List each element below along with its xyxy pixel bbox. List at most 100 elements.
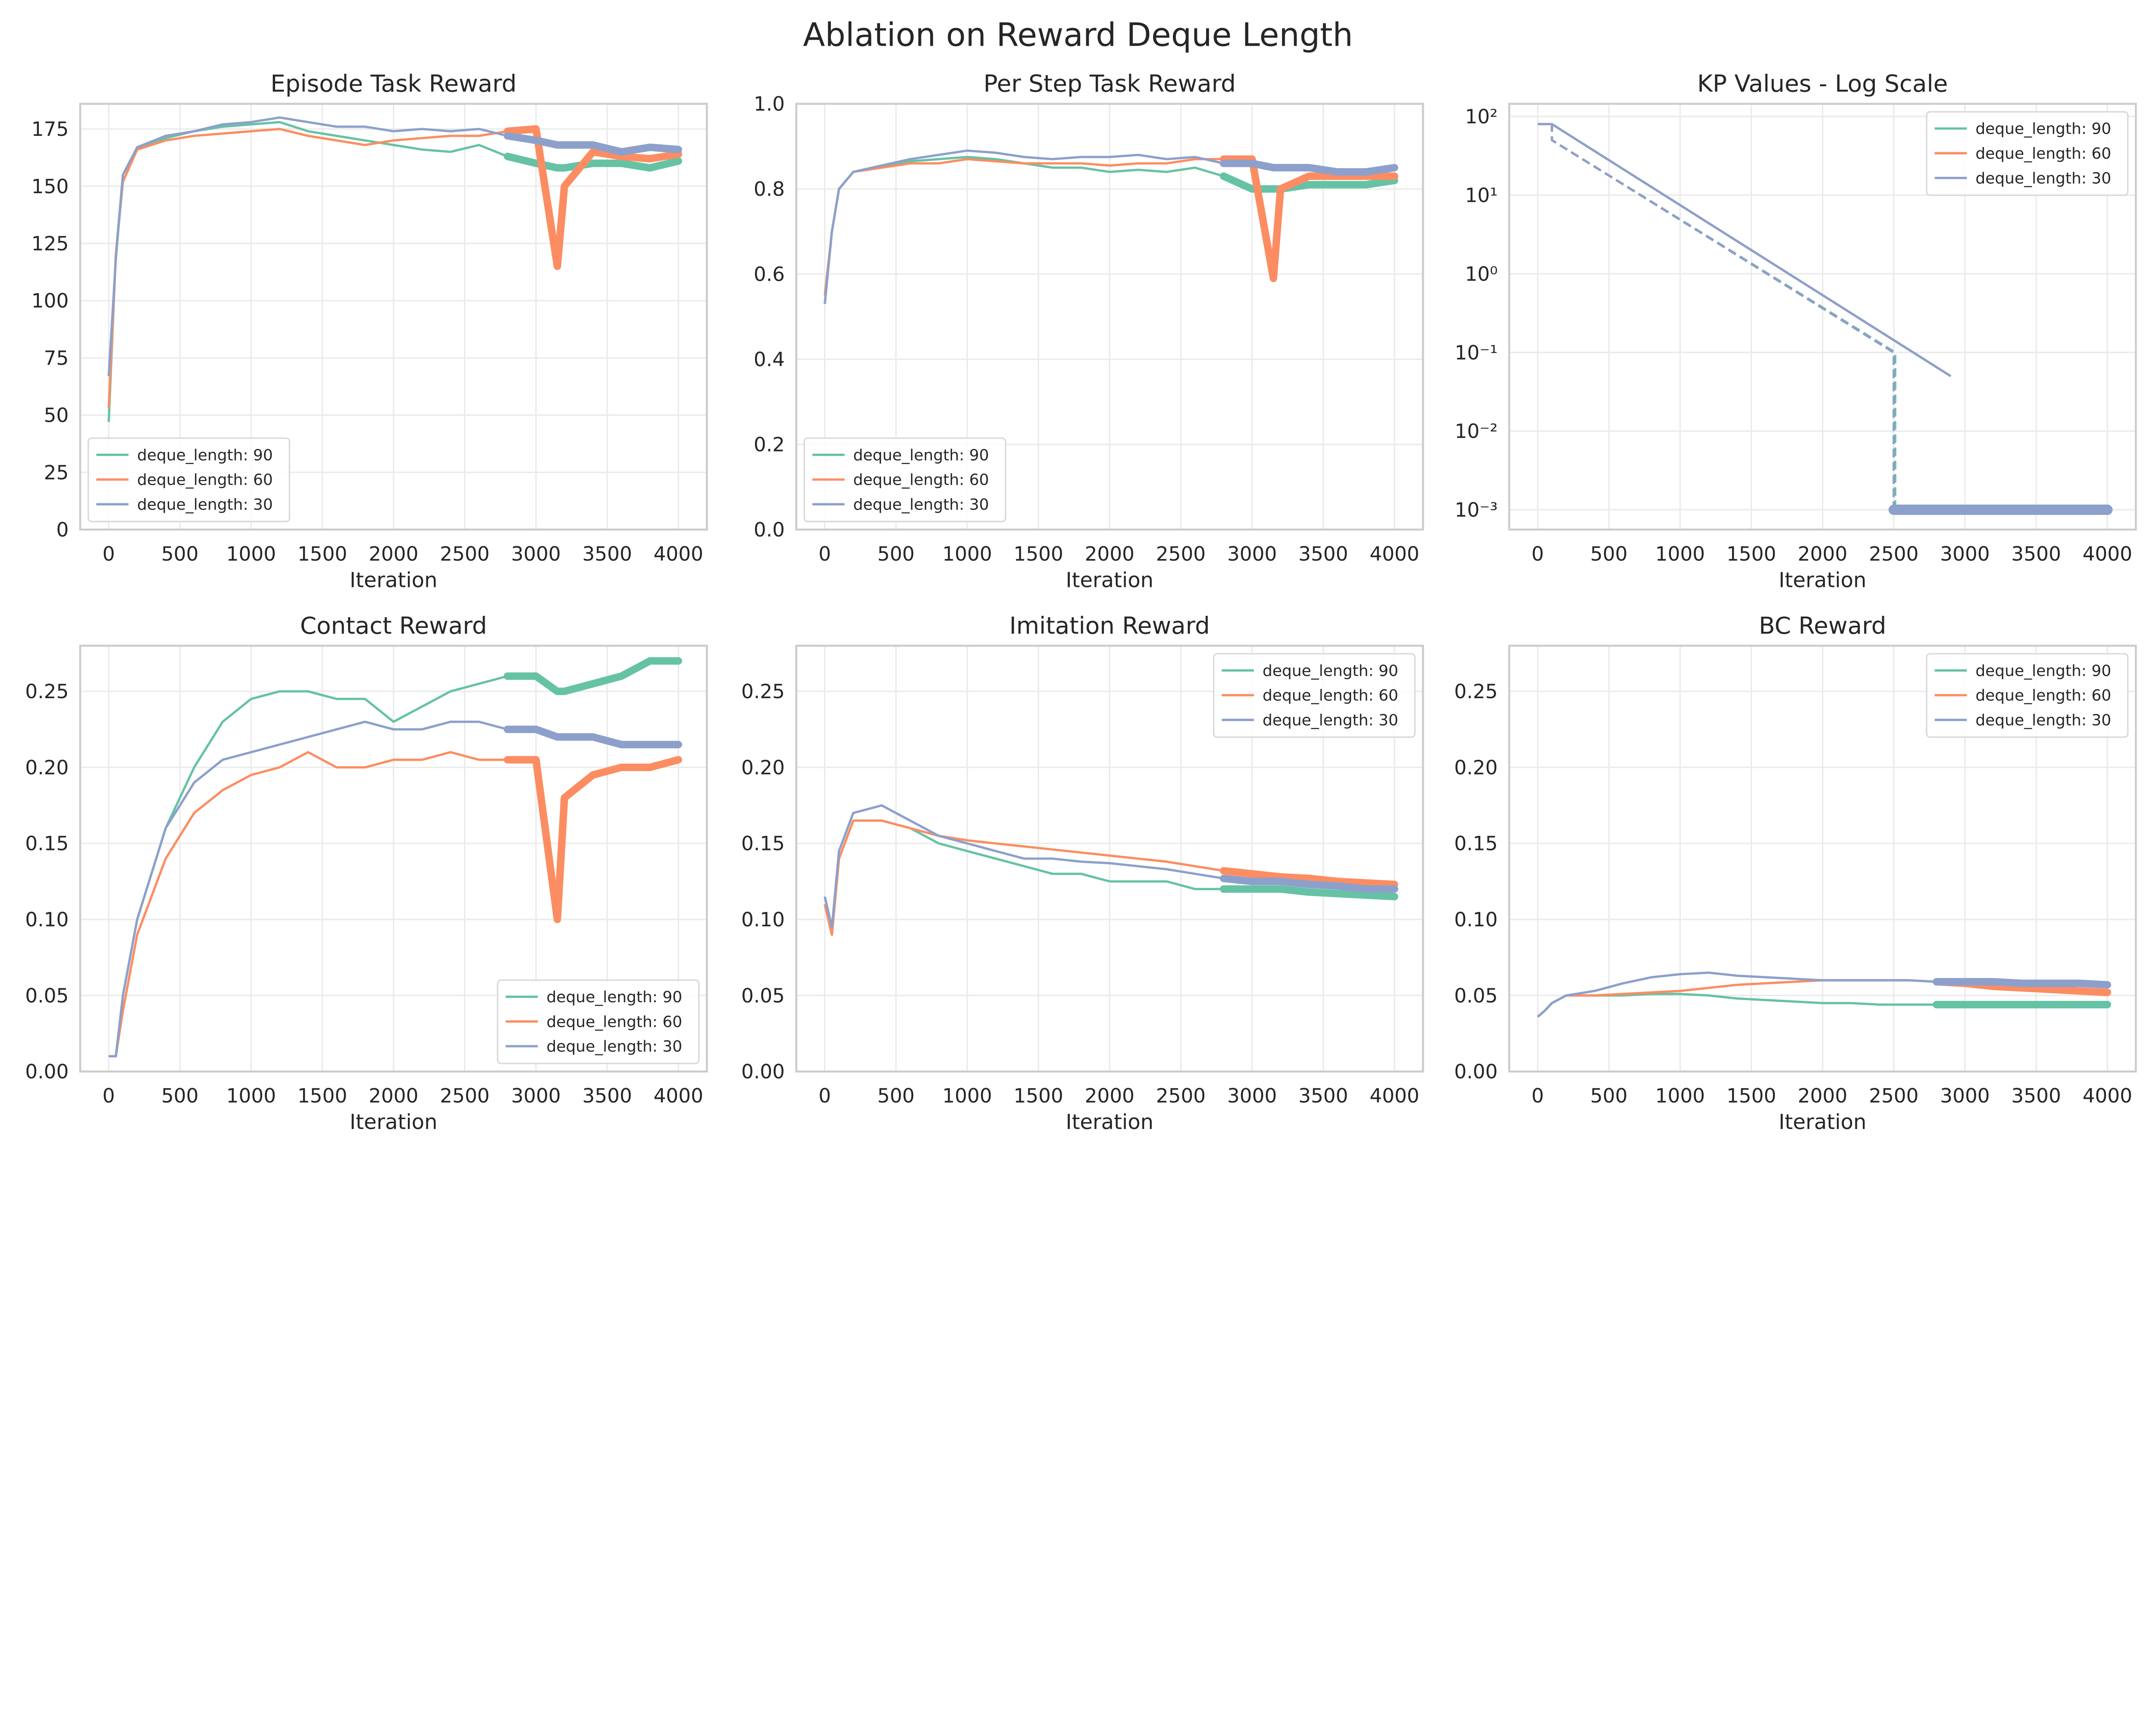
series-line-deque-length-30-late-thick xyxy=(1933,978,2111,989)
axes-frame xyxy=(1508,103,2137,531)
x-tick-label: 2500 xyxy=(1156,543,1206,565)
legend-label: deque_length: 60 xyxy=(1975,145,2111,163)
x-tick-label: 2000 xyxy=(369,543,418,565)
subplot-title: Imitation Reward xyxy=(1009,612,1210,639)
x-tick-label: 1500 xyxy=(1014,1085,1063,1107)
series-line-deque-length-60-late-thick xyxy=(1219,155,1398,282)
y-tick-label: 0.10 xyxy=(741,908,785,931)
y-tick-label: 25 xyxy=(44,461,69,484)
series-group xyxy=(107,116,682,422)
series-line-deque-length-60-late-thick xyxy=(1219,867,1398,888)
legend-label: deque_length: 90 xyxy=(137,446,273,464)
subplot-title: BC Reward xyxy=(1759,612,1887,639)
legend-frame xyxy=(1213,653,1416,738)
legend-label: deque_length: 60 xyxy=(1975,687,2111,705)
y-tick-label: 0.15 xyxy=(25,832,69,855)
legend-label: deque_length: 30 xyxy=(137,496,273,514)
subplot-imitation-reward: 0 500 1000 1500 2000 2500 3000 3500 4000 0.00 0.05… xyxy=(741,612,1424,1134)
y-tick-label: 0.6 xyxy=(754,263,785,286)
x-tick-label: 1500 xyxy=(1727,1085,1776,1107)
x-tick-label: 2500 xyxy=(440,543,489,565)
x-tick-label: 500 xyxy=(161,543,199,565)
y-tick-label: 100 xyxy=(31,289,69,312)
x-tick-label: 2500 xyxy=(1869,1085,1918,1107)
x-tick-label: 1500 xyxy=(298,1085,347,1107)
y-tick-label: 0.10 xyxy=(25,908,69,931)
x-tick-label: 500 xyxy=(1590,543,1628,565)
y-tick-label: 75 xyxy=(44,347,69,370)
legend: deque_length: 90 deque_length: 60 deque_le… xyxy=(88,437,291,522)
series-group xyxy=(824,149,1398,304)
y-tick-label: 1.0 xyxy=(754,93,785,116)
x-tick-label: 3000 xyxy=(1227,1085,1277,1107)
legend-label: deque_length: 90 xyxy=(546,988,682,1006)
x-tick-label: 2000 xyxy=(1085,543,1134,565)
y-tick-label: 0.25 xyxy=(741,680,785,703)
y-tick-label: 0.25 xyxy=(25,680,69,703)
y-tick-label: 50 xyxy=(44,404,69,427)
legend: deque_length: 90 deque_length: 60 deque_le… xyxy=(1213,653,1416,738)
series-group xyxy=(1538,123,2113,515)
legend-label: deque_length: 90 xyxy=(853,446,989,464)
x-tick-label: 4000 xyxy=(654,1085,703,1107)
subplot-title: KP Values - Log Scale xyxy=(1697,70,1948,97)
x-tick-label: 2000 xyxy=(1085,1085,1134,1107)
y-tick-label: 0.05 xyxy=(741,984,785,1007)
legend-frame xyxy=(88,437,291,522)
series-line-deque-length-60-late-thick xyxy=(504,125,682,270)
x-tick-label: 2000 xyxy=(369,1085,418,1107)
legend-label: deque_length: 30 xyxy=(1975,169,2111,187)
y-tick-label: 0.05 xyxy=(25,984,69,1007)
x-tick-label: 500 xyxy=(161,1085,199,1107)
y-tick-label: 0.20 xyxy=(1454,756,1498,779)
legend-frame xyxy=(1926,111,2129,196)
x-tick-label: 0 xyxy=(103,1085,115,1107)
y-tick-label: 10⁻² xyxy=(1455,420,1498,443)
subplot-per-step-task-reward: 0 500 1000 1500 2000 2500 3000 3500 4000 0.0 0.2 0.… xyxy=(754,70,1424,592)
series-line-deque-length-60 xyxy=(107,128,508,408)
y-tick-label: 10⁻³ xyxy=(1455,499,1498,521)
x-axis-label: Iteration xyxy=(1066,568,1154,592)
x-tick-label: 1500 xyxy=(298,543,347,565)
x-tick-label: 3000 xyxy=(1940,1085,1990,1107)
x-tick-label: 1000 xyxy=(226,1085,276,1107)
legend-frame xyxy=(1926,653,2129,738)
x-tick-label: 1500 xyxy=(1727,543,1776,565)
x-tick-label: 3500 xyxy=(2011,543,2061,565)
subplot-kp-values-log-scale: 0 500 1000 1500 2000 2500 3000 3500 4000 10² 10¹ 10… xyxy=(1455,70,2137,592)
series-line-deque-length-30-late-thick xyxy=(504,725,682,749)
subplot-title: Contact Reward xyxy=(300,612,487,639)
x-tick-label: 0 xyxy=(818,543,831,565)
legend: deque_length: 90 deque_length: 60 deque_le… xyxy=(1926,111,2129,196)
figure: Ablation on Reward Deque Length 0 500 1000… xyxy=(25,16,2137,1134)
y-tick-label: 0.15 xyxy=(1454,832,1498,855)
x-tick-label: 2500 xyxy=(440,1085,489,1107)
x-axis-label: Iteration xyxy=(350,568,438,592)
x-tick-label: 3500 xyxy=(582,543,632,565)
subplot-episode-task-reward: 0 500 1000 1500 2000 2500 3000 3500 4000 0 25 50 75 1… xyxy=(31,70,708,592)
x-tick-label: 2000 xyxy=(1798,543,1847,565)
series-line-deque-length-60 xyxy=(109,751,508,1058)
x-tick-label: 500 xyxy=(1590,1085,1628,1107)
y-tick-label: 0.4 xyxy=(754,348,785,371)
y-tick-label: 0.15 xyxy=(741,832,785,855)
x-tick-label: 1000 xyxy=(942,1085,992,1107)
legend-label: deque_length: 90 xyxy=(1975,120,2111,138)
legend-label: deque_length: 90 xyxy=(1975,662,2111,680)
x-tick-label: 4000 xyxy=(2083,1085,2132,1107)
series-line-deque-length-30-late-thick xyxy=(1219,875,1398,893)
series-group xyxy=(109,657,682,1058)
x-tick-label: 0 xyxy=(1532,543,1544,565)
series-line-deque-length-30-dashed xyxy=(1538,123,1895,510)
series-line-deque-length-90-late-thick xyxy=(1219,885,1398,900)
x-tick-label: 2500 xyxy=(1869,543,1918,565)
y-tick-label: 0 xyxy=(56,518,69,541)
x-tick-label: 3000 xyxy=(511,543,561,565)
axes-frame xyxy=(795,103,1424,531)
series-line-deque-length-30 xyxy=(107,116,508,376)
x-tick-label: 2000 xyxy=(1798,1085,1847,1107)
y-tick-label: 10² xyxy=(1465,105,1498,128)
legend-label: deque_length: 30 xyxy=(1975,712,2111,729)
x-tick-label: 1500 xyxy=(1014,543,1063,565)
y-tick-label: 175 xyxy=(31,118,69,141)
